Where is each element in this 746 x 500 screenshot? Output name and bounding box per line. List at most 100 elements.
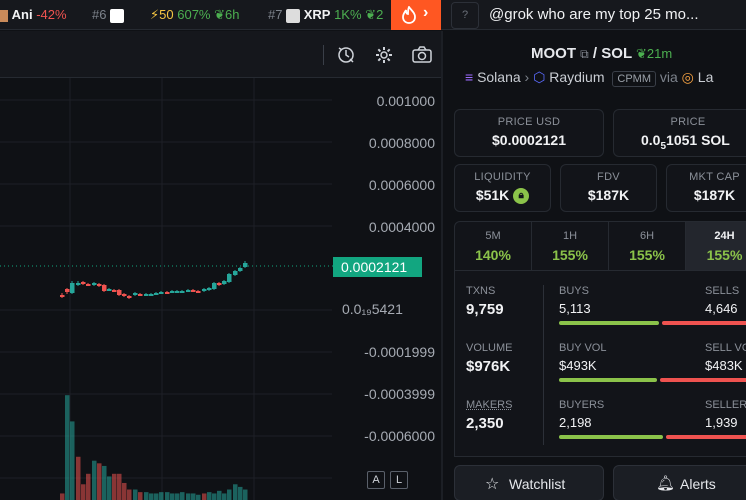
stat-label: SELL VO: [705, 342, 746, 354]
auto-scale-button[interactable]: A: [367, 471, 385, 489]
candle-body: [60, 295, 65, 297]
pool-type-badge: CPMM: [612, 71, 656, 87]
candle-body: [196, 291, 201, 293]
candle-body: [149, 294, 154, 296]
axis-tick-label: 0.0₁₉5421: [342, 301, 403, 317]
bell-icon: 🔔︎: [656, 475, 676, 492]
liquidity-value: $51K: [475, 187, 510, 203]
launchpad-name[interactable]: La: [697, 69, 714, 85]
volume-bar: [97, 463, 102, 500]
camera-icon[interactable]: [411, 45, 433, 65]
trending-button[interactable]: ›: [391, 0, 441, 30]
stat-value: 1,939: [705, 415, 738, 430]
tab-label: 6H: [639, 230, 655, 242]
volume-bar: [159, 492, 164, 500]
tab-5m[interactable]: 5M 140%: [455, 222, 532, 270]
stat-label: BUYERS: [559, 399, 605, 411]
ticker-item-xrp[interactable]: #7 XRP 1K% ❦2: [268, 7, 383, 23]
volume-bar: [180, 492, 185, 500]
volume-bar: [112, 473, 117, 500]
tab-24h[interactable]: 24H 155%: [686, 222, 746, 270]
volume-stat: VOLUME $976K: [466, 342, 512, 375]
volume-bar: [127, 489, 132, 500]
axis-tick-label: 0.0008000: [368, 135, 435, 151]
stat-value: $976K: [466, 358, 511, 375]
volume-bar: [233, 484, 238, 500]
pair-separator: /: [592, 45, 598, 62]
help-icon[interactable]: ?: [451, 2, 479, 29]
trending-ticker: Ani -42% #6 ⚡50 607% ❦6h #7 XRP 1K% ❦2 ›…: [0, 0, 746, 30]
stat-value: $493K: [559, 358, 597, 373]
volume-bar: [138, 492, 143, 500]
chain-name[interactable]: Solana: [477, 69, 521, 85]
search-input[interactable]: @grok who are my top 25 mo...: [489, 6, 699, 23]
tab-value: 155%: [629, 247, 665, 263]
candle-body: [122, 294, 127, 296]
ticker-change: -42%: [36, 7, 67, 22]
volume-bar: [133, 489, 138, 500]
liquidity-card: LIQUIDITY $51K 🔒︎: [454, 164, 551, 212]
volume-bar: [191, 493, 196, 500]
price-native-card: PRICE 0.051051 SOL: [613, 109, 746, 157]
buy-ratio-bar: [559, 435, 663, 439]
price-usd-card: PRICE USD $0.0002121: [454, 109, 604, 157]
volume-bar: [117, 473, 122, 500]
watchlist-label: Watchlist: [509, 476, 566, 492]
candle-body: [107, 289, 112, 291]
candle-body: [92, 283, 97, 285]
tab-6h[interactable]: 6H 155%: [609, 222, 686, 270]
watchlist-button[interactable]: ☆ Watchlist: [454, 465, 604, 500]
stat-value: $483K: [705, 358, 743, 373]
buy-ratio-bar: [559, 378, 657, 382]
search-bar[interactable]: ? @grok who are my top 25 mo...: [451, 2, 746, 29]
price-usd-label: PRICE USD: [497, 116, 561, 128]
ticker-item-trend[interactable]: ⚡50 607% ❦6h: [150, 7, 239, 23]
candle-body: [233, 271, 238, 275]
candle-body: [191, 290, 196, 292]
via-label: via: [659, 69, 678, 85]
candle-body: [86, 284, 91, 286]
ticker-rank: #7: [268, 7, 283, 22]
alerts-label: Alerts: [680, 476, 716, 492]
alert-clock-icon[interactable]: [336, 45, 356, 65]
buy-ratio-bar: [559, 321, 659, 325]
pair-title: MOOT ⧉ / SOL ❦21m: [531, 45, 672, 62]
panel-divider[interactable]: [441, 31, 443, 500]
dex-name[interactable]: Raydium: [549, 69, 605, 85]
log-scale-button[interactable]: L: [390, 471, 408, 489]
ticker-item-ani[interactable]: Ani -42%: [0, 7, 67, 22]
volume-bar: [212, 493, 217, 500]
volume-bar: [243, 489, 248, 500]
candle-body: [175, 291, 180, 293]
candle-body: [227, 274, 232, 282]
chevron-right-icon: ›: [423, 4, 429, 21]
ticker-item-6[interactable]: #6: [92, 7, 125, 23]
candle-body: [70, 283, 75, 293]
stat-label: VOLUME: [466, 342, 513, 354]
price-chart[interactable]: 0.001000 0.0008000 0.0006000 0.0004000 0…: [0, 31, 441, 500]
tab-value: 155%: [552, 247, 588, 263]
ticker-age: 2: [376, 7, 384, 22]
bolt-icon: ⚡: [150, 7, 160, 22]
candle-body: [81, 282, 86, 284]
sell-ratio-bar: [666, 435, 746, 439]
stat-label: BUYS: [559, 285, 589, 297]
volume-bar: [144, 492, 149, 500]
axis-tick-label: -0.0003999: [364, 386, 435, 402]
volume-bar: [165, 492, 170, 500]
chart-toolbar: [0, 31, 441, 78]
fire-icon: [402, 6, 416, 24]
copy-icon[interactable]: ⧉: [580, 47, 589, 61]
stat-label: BUY VOL: [559, 342, 607, 354]
liquidity-label: LIQUIDITY: [474, 171, 531, 183]
gear-icon[interactable]: [374, 45, 394, 65]
ticker-rank: #6: [92, 7, 107, 22]
candle-body: [65, 289, 70, 292]
chart-plot-area[interactable]: [0, 78, 441, 500]
candle-body: [238, 268, 243, 271]
price-prefix: 0.0: [641, 132, 661, 148]
tab-1h[interactable]: 1H 155%: [532, 222, 609, 270]
alerts-button[interactable]: 🔔︎ Alerts: [613, 465, 746, 500]
token-avatar-icon: [110, 8, 125, 23]
